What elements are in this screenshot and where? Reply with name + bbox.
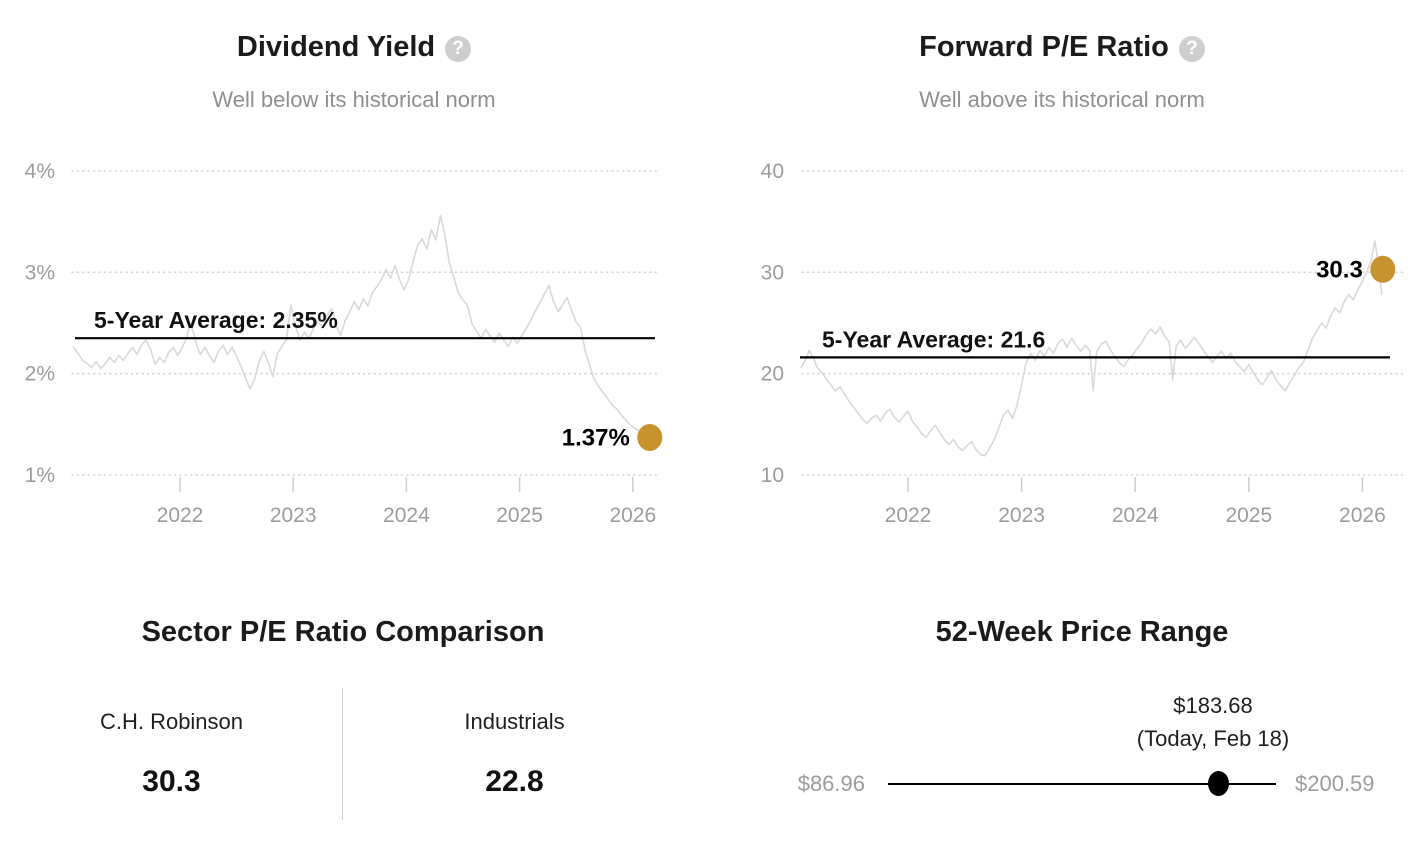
x-axis-label: 2022 <box>885 504 932 527</box>
y-axis-label: 10 <box>761 464 784 487</box>
company-name: C.H. Robinson <box>99 709 244 734</box>
y-axis-label: 20 <box>761 363 784 386</box>
dividend-yield-subtitle: Well below its historical norm <box>212 87 496 112</box>
sector-pe-value: 22.8 <box>485 765 544 798</box>
sector-comparison-title: Sector P/E Ratio Comparison <box>141 616 545 648</box>
current-price: $183.68 <box>1173 693 1253 718</box>
forward-pe-title: Forward P/E Ratio <box>919 31 1169 63</box>
price-range-track <box>888 783 1276 785</box>
forward-pe-chart: 40 30 20 10 2022 2023 2024 2025 2026 5-Year Avera… <box>761 160 1406 527</box>
y-axis-label: 30 <box>761 261 784 284</box>
current-value-dot <box>1370 255 1396 283</box>
range-low-label: $86.96 <box>797 771 865 796</box>
dividend-yield-title: Dividend Yield <box>236 31 436 63</box>
help-icon[interactable]: ? <box>445 36 472 62</box>
sector-pe-column: Industrials 22.8 <box>343 708 686 799</box>
vertical-divider <box>342 688 343 820</box>
y-axis-label: 4% <box>25 160 55 183</box>
y-axis-label: 1% <box>25 464 55 487</box>
company-pe-column: C.H. Robinson 30.3 <box>0 708 343 799</box>
y-axis-label: 40 <box>761 160 784 183</box>
series-line <box>800 240 1383 457</box>
current-price-date: (Today, Feb 18) <box>1136 726 1290 751</box>
forward-pe-header: Forward P/E Ratio? Well above its histor… <box>708 0 1416 130</box>
dividend-yield-chart: 4% 3% 2% 1% 2022 2023 2024 2025 2026 5-Year Avera… <box>25 160 663 527</box>
forward-pe-subtitle: Well above its historical norm <box>919 87 1205 112</box>
x-axis-label: 2024 <box>1112 504 1159 527</box>
x-axis-label: 2024 <box>383 504 430 527</box>
x-axis-label: 2025 <box>1225 504 1272 527</box>
sector-pe-comparison-card: Sector P/E Ratio Comparison C.H. Robinso… <box>0 600 686 844</box>
series-line <box>72 214 651 439</box>
help-icon[interactable]: ? <box>1178 36 1205 62</box>
current-value-label: 1.37% <box>562 425 630 452</box>
average-label: 5-Year Average: 21.6 <box>822 326 1045 352</box>
x-axis-label: 2025 <box>496 504 543 527</box>
x-axis-label: 2026 <box>609 504 656 527</box>
sector-comparison-row: C.H. Robinson 30.3 Industrials 22.8 <box>0 708 686 799</box>
dividend-yield-header: Dividend Yield? Well below its historica… <box>0 0 708 130</box>
sector-name: Industrials <box>464 709 565 734</box>
x-axis-label: 2023 <box>998 504 1045 527</box>
price-range-handle <box>1207 771 1229 796</box>
average-label: 5-Year Average: 2.35% <box>94 307 338 333</box>
range-high-label: $200.59 <box>1295 771 1375 796</box>
y-axis-label: 2% <box>25 363 55 386</box>
x-axis-label: 2022 <box>157 504 204 527</box>
price-range-card: 52-Week Price Range $183.68 (Today, Feb … <box>716 600 1416 844</box>
y-axis-label: 3% <box>25 261 55 284</box>
x-axis-label: 2026 <box>1339 504 1386 527</box>
x-axis-label: 2023 <box>270 504 317 527</box>
current-value-dot <box>637 424 663 451</box>
price-range-title: 52-Week Price Range <box>935 616 1229 648</box>
current-price-block: $183.68 (Today, Feb 18) <box>1093 692 1333 754</box>
current-value-label: 30.3 <box>1316 256 1363 283</box>
company-pe-value: 30.3 <box>142 765 201 798</box>
